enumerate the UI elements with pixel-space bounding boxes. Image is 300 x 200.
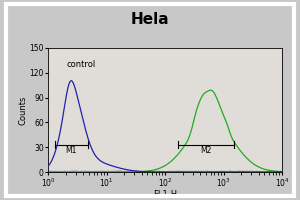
Y-axis label: Counts: Counts (19, 95, 28, 125)
Text: M1: M1 (66, 146, 77, 155)
Text: Hela: Hela (131, 12, 169, 27)
Text: M2: M2 (200, 146, 211, 155)
X-axis label: FL1-H: FL1-H (153, 190, 177, 199)
Text: control: control (67, 60, 96, 69)
